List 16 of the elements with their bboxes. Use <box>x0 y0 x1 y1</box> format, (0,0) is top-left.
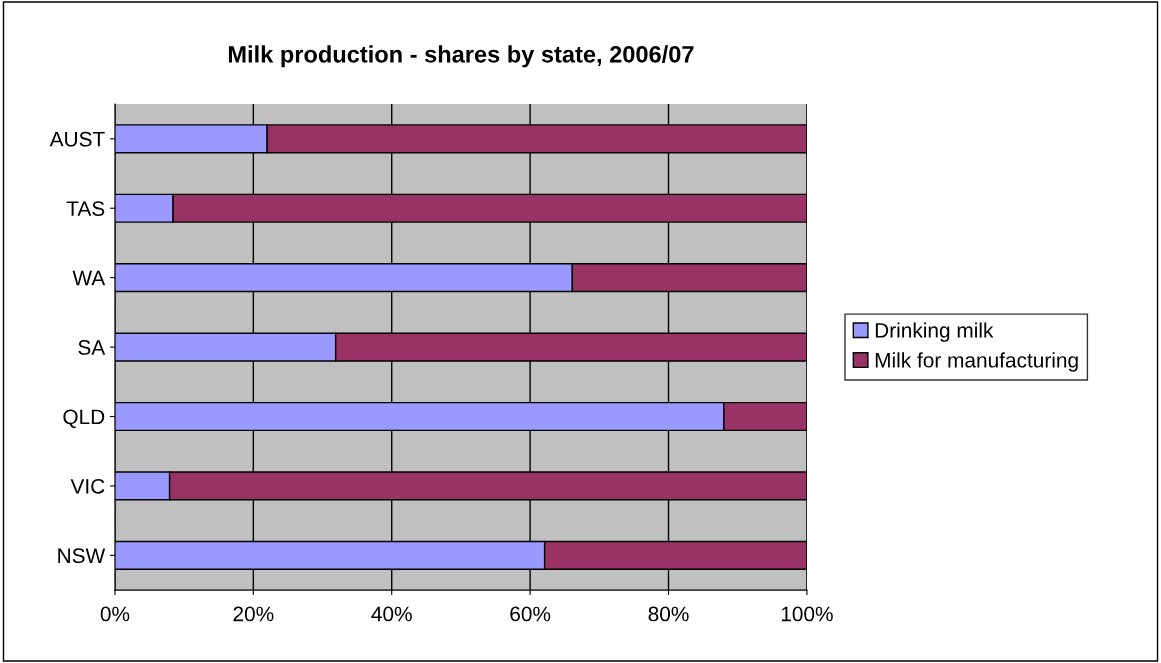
y-tick-label: NSW <box>58 548 106 564</box>
y-tick-label: QLD <box>63 409 105 428</box>
y-tick-label: TAS <box>66 201 105 216</box>
x-tick-label: 60% <box>510 606 551 622</box>
x-tick-label: 100% <box>781 606 833 622</box>
y-tick-label: WA <box>72 270 106 286</box>
x-tick-label: 80% <box>648 606 689 622</box>
y-tick-label: VIC <box>70 478 105 494</box>
x-tick-label: 40% <box>371 606 412 622</box>
x-tick-label: 0% <box>100 606 130 622</box>
chart-title: Milk production - shares by state, 2006/07 <box>228 45 694 68</box>
x-tick-label: 20% <box>233 606 274 622</box>
y-tick-label: AUST <box>49 131 105 147</box>
legend-label: Drinking milk <box>875 322 994 342</box>
legend-label: Milk for manufacturing <box>875 352 1078 372</box>
y-tick-label: SA <box>78 340 106 355</box>
